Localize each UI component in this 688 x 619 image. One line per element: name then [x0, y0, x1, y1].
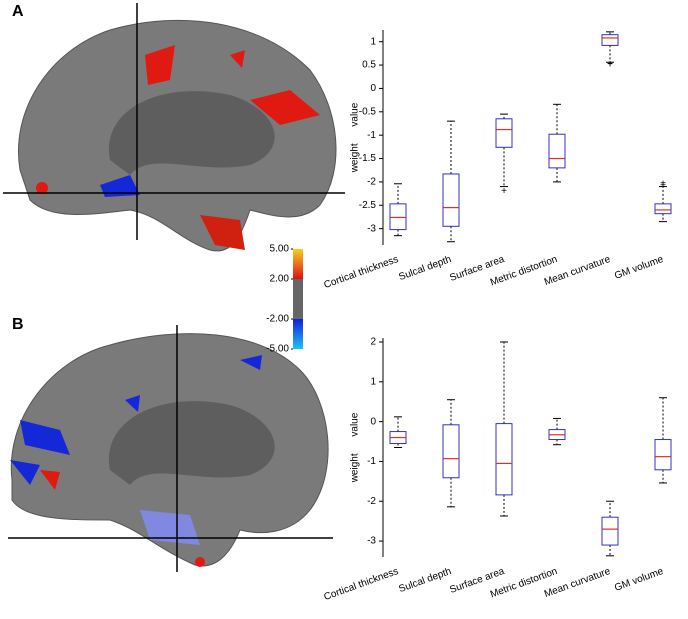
outlier: +	[501, 186, 507, 197]
box	[548, 133, 566, 169]
colorbar	[293, 249, 303, 349]
x-tick-label: GM volume	[613, 254, 665, 282]
y-tick-label: 0.5	[362, 60, 376, 71]
x-tick-label: Sulcal depth	[397, 254, 452, 283]
panel-label: A	[12, 3, 24, 20]
y-tick-label: -3	[367, 536, 376, 547]
y-tick-label: -2	[367, 496, 376, 507]
y-tick-label: -1	[367, 456, 376, 467]
colorbar-tick-label: -2.00	[266, 314, 289, 325]
box	[654, 439, 672, 471]
y-tick-label: 1	[370, 36, 376, 47]
colorbar-tick-label: -5.00	[266, 344, 289, 355]
box	[442, 424, 460, 479]
y-tick-label: -1.5	[359, 153, 377, 164]
box	[442, 173, 460, 227]
box	[495, 423, 513, 496]
y-tick-label: 1	[370, 376, 376, 387]
colorbar-tick-label: 5.00	[270, 244, 290, 255]
colorbar-tick-label: 2.00	[270, 274, 290, 285]
x-tick-label: Cortical thickness	[323, 566, 400, 603]
outlier: +	[660, 180, 666, 191]
box	[601, 516, 619, 546]
y-tick-label: -2	[367, 177, 376, 188]
y-tick-label: -2.5	[359, 200, 377, 211]
outlier: +	[607, 59, 613, 70]
y-tick-label: -0.5	[359, 106, 377, 117]
brain-image-a	[3, 3, 345, 252]
y-axis-label: weight value	[350, 102, 361, 173]
box	[389, 203, 407, 231]
box	[495, 118, 513, 148]
y-tick-label: 0	[370, 416, 376, 427]
y-tick-label: -1	[367, 130, 376, 141]
x-tick-label: Cortical thickness	[323, 254, 400, 291]
outlier: +	[660, 178, 666, 189]
panel-label: B	[12, 316, 24, 333]
x-tick-label: GM volume	[613, 566, 665, 594]
box	[601, 34, 619, 46]
y-tick-label: -3	[367, 223, 376, 234]
y-axis-label: weight value	[350, 412, 361, 483]
outlier: +	[607, 60, 613, 71]
brain-image-b	[8, 325, 333, 572]
box	[654, 203, 672, 215]
y-tick-label: 2	[370, 337, 376, 348]
y-tick-label: 0	[370, 83, 376, 94]
x-tick-label: Sulcal depth	[397, 566, 452, 595]
